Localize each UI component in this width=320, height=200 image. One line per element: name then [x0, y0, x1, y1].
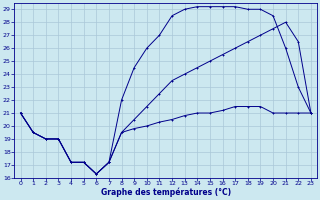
X-axis label: Graphe des températures (°C): Graphe des températures (°C): [101, 188, 231, 197]
